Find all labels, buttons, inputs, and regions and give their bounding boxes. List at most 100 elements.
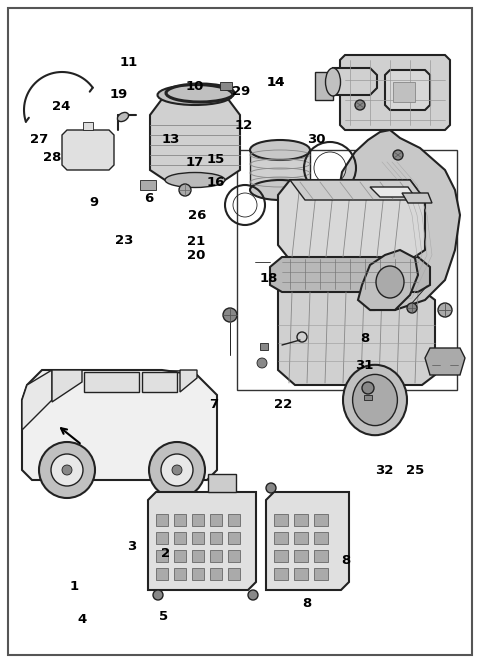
Text: 28: 28 xyxy=(43,151,61,164)
Bar xyxy=(228,514,240,526)
Polygon shape xyxy=(402,193,432,203)
Bar xyxy=(142,372,177,392)
Ellipse shape xyxy=(250,140,310,160)
Text: 2: 2 xyxy=(161,547,170,560)
Bar xyxy=(228,532,240,544)
Text: 25: 25 xyxy=(406,464,424,477)
Circle shape xyxy=(51,454,83,486)
Circle shape xyxy=(62,465,72,475)
Polygon shape xyxy=(385,70,430,110)
Bar xyxy=(192,532,204,544)
Bar xyxy=(192,550,204,562)
Polygon shape xyxy=(358,250,418,310)
Text: 6: 6 xyxy=(144,192,154,206)
Bar xyxy=(210,550,222,562)
Ellipse shape xyxy=(325,68,340,96)
Bar xyxy=(174,550,186,562)
Circle shape xyxy=(407,303,417,313)
Circle shape xyxy=(161,454,193,486)
Bar xyxy=(294,550,308,562)
Text: 21: 21 xyxy=(187,235,205,249)
Ellipse shape xyxy=(118,113,129,121)
Bar xyxy=(314,532,328,544)
Circle shape xyxy=(153,590,163,600)
Bar xyxy=(294,568,308,580)
Text: 18: 18 xyxy=(260,272,278,285)
Circle shape xyxy=(362,382,374,394)
Bar xyxy=(274,514,288,526)
Ellipse shape xyxy=(343,365,407,435)
Text: 29: 29 xyxy=(232,85,250,98)
Polygon shape xyxy=(425,348,465,375)
Polygon shape xyxy=(270,257,430,292)
Bar xyxy=(364,395,372,400)
Polygon shape xyxy=(278,290,435,385)
Polygon shape xyxy=(22,370,52,430)
Bar xyxy=(274,550,288,562)
Bar xyxy=(210,532,222,544)
Text: 27: 27 xyxy=(30,133,48,146)
Bar xyxy=(192,568,204,580)
Text: 11: 11 xyxy=(120,56,138,70)
Bar xyxy=(237,150,457,390)
Bar xyxy=(156,550,168,562)
Bar xyxy=(210,514,222,526)
Bar xyxy=(156,514,168,526)
Polygon shape xyxy=(22,370,217,480)
Circle shape xyxy=(248,590,258,600)
Text: 19: 19 xyxy=(110,88,128,101)
Text: 16: 16 xyxy=(207,176,225,189)
Polygon shape xyxy=(338,130,460,310)
Polygon shape xyxy=(370,187,415,197)
Polygon shape xyxy=(150,95,240,180)
Text: 7: 7 xyxy=(209,398,218,411)
Ellipse shape xyxy=(250,180,310,200)
Circle shape xyxy=(266,483,276,493)
Bar xyxy=(314,514,328,526)
Ellipse shape xyxy=(376,266,404,298)
Text: 13: 13 xyxy=(161,133,180,146)
Bar xyxy=(174,514,186,526)
Text: 12: 12 xyxy=(235,119,253,133)
Bar xyxy=(192,514,204,526)
Polygon shape xyxy=(180,370,197,392)
Bar xyxy=(174,568,186,580)
Bar xyxy=(156,532,168,544)
Ellipse shape xyxy=(165,172,225,188)
Text: 10: 10 xyxy=(185,80,204,93)
Circle shape xyxy=(223,308,237,322)
Text: 23: 23 xyxy=(115,233,133,247)
Bar xyxy=(294,514,308,526)
Text: 14: 14 xyxy=(267,76,285,90)
Text: 17: 17 xyxy=(185,156,204,169)
Text: 9: 9 xyxy=(89,196,98,209)
Bar xyxy=(220,82,232,90)
Text: 32: 32 xyxy=(375,464,393,477)
Bar xyxy=(274,532,288,544)
Polygon shape xyxy=(266,492,349,590)
Text: 31: 31 xyxy=(355,359,373,373)
Bar xyxy=(274,568,288,580)
Circle shape xyxy=(179,184,191,196)
Bar xyxy=(174,532,186,544)
Circle shape xyxy=(149,442,205,498)
Bar xyxy=(315,72,333,100)
Text: 3: 3 xyxy=(127,540,137,554)
Circle shape xyxy=(39,442,95,498)
Text: 22: 22 xyxy=(274,398,292,411)
Polygon shape xyxy=(340,55,450,130)
Polygon shape xyxy=(290,180,425,200)
Circle shape xyxy=(172,465,182,475)
Circle shape xyxy=(355,100,365,110)
Circle shape xyxy=(257,358,267,368)
Text: 20: 20 xyxy=(187,249,205,262)
Bar xyxy=(83,122,93,130)
Text: 14: 14 xyxy=(267,76,285,90)
Text: 5: 5 xyxy=(158,610,168,623)
Text: 30: 30 xyxy=(307,133,325,146)
Polygon shape xyxy=(250,150,310,190)
Text: 26: 26 xyxy=(188,209,206,222)
Bar xyxy=(314,550,328,562)
Bar xyxy=(228,550,240,562)
Text: 1: 1 xyxy=(70,580,79,593)
